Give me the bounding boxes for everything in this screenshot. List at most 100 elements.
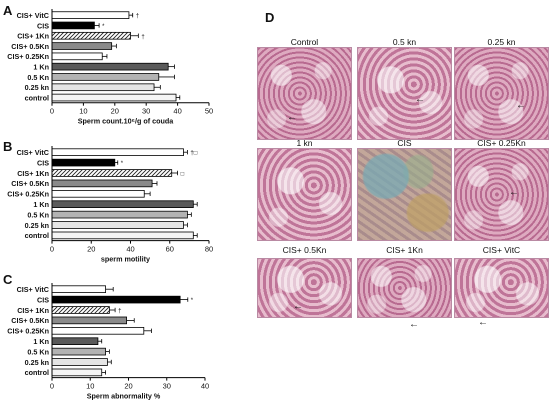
category-label-1-4: CIS+ 0.25Kn <box>7 190 49 199</box>
bar-2-3 <box>51 316 127 325</box>
panel-label-c: C <box>3 272 13 287</box>
bar-1-2 <box>51 169 173 177</box>
arrow-icon: ← <box>478 317 488 328</box>
micrograph-image-9 <box>454 258 549 318</box>
micrograph-title-7: CIS+ 0.5Kn <box>282 245 327 255</box>
bar-2-0 <box>51 285 106 293</box>
bar-2-1 <box>51 295 181 304</box>
category-label-0-2: CIS+ 1Kn <box>17 32 49 41</box>
arrow-icon: ← <box>415 94 425 105</box>
category-label-0-7: 0.25 kn <box>25 83 49 92</box>
category-label-2-2: CIS+ 1Kn <box>17 306 49 315</box>
bar-1-7 <box>51 221 184 229</box>
micrograph-title-3: 0.25 kn <box>487 37 516 47</box>
category-label-1-1: CIS <box>37 158 49 167</box>
category-label-2-1: CIS <box>37 295 49 304</box>
x-tick-label-2-1: 10 <box>86 382 94 391</box>
x-tick-label-1-0: 0 <box>50 245 54 254</box>
category-label-2-0: CIS+ VitC <box>17 285 49 294</box>
x-axis-label-2: Sperm abnormality % <box>87 392 161 401</box>
micrograph-title-2: 0.5 kn <box>392 37 417 47</box>
x-tick-label-0-3: 30 <box>142 107 150 116</box>
bar-2-8 <box>51 368 103 377</box>
bar-0-7 <box>51 83 155 92</box>
bar-0-0 <box>51 11 130 19</box>
panel-label-d: D <box>265 10 275 25</box>
x-axis-label-0: Sperm count.10⁶/g of couda <box>78 117 175 126</box>
bar-0-1 <box>51 21 95 30</box>
micrograph-title-9: CIS+ VitC <box>482 245 521 255</box>
micrograph-image-2 <box>357 47 452 140</box>
bar-0-3 <box>51 42 113 50</box>
x-tick-label-0-4: 40 <box>173 107 181 116</box>
micrograph-image-8 <box>357 258 452 318</box>
category-label-2-3: CIS+ 0.5Kn <box>11 316 49 325</box>
category-label-2-4: CIS+ 0.25Kn <box>7 327 49 336</box>
category-label-0-3: CIS+ 0.5Kn <box>11 42 49 51</box>
micrograph-title-4: 1 kn <box>296 138 313 148</box>
sig-marker-2-1: * <box>191 298 194 304</box>
micrograph-image-4 <box>257 148 352 241</box>
x-tick-label-1-3: 60 <box>166 245 174 254</box>
x-tick-label-0-1: 10 <box>79 107 87 116</box>
category-label-1-0: CIS+ VitC <box>17 148 49 157</box>
category-label-1-5: 1 Kn <box>33 200 49 209</box>
micrograph-image-5 <box>357 148 452 241</box>
sig-marker-0-2: † <box>141 34 144 40</box>
bar-1-0 <box>51 148 184 157</box>
category-label-0-8: control <box>25 93 49 102</box>
sig-marker-1-2: □ <box>181 172 185 178</box>
micrograph-title-5: CIS <box>397 138 412 148</box>
sig-marker-0-1: * <box>102 24 105 30</box>
x-tick-label-2-3: 30 <box>163 382 171 391</box>
x-tick-label-1-2: 40 <box>126 245 134 254</box>
bar-0-8 <box>51 93 177 102</box>
arrow-icon: ← <box>409 319 419 330</box>
bar-1-4 <box>51 189 145 198</box>
category-label-0-4: CIS+ 0.25Kn <box>7 52 49 61</box>
bar-2-5 <box>51 337 99 345</box>
x-axis-label-1: sperm motility <box>101 255 150 264</box>
micrograph-image-1 <box>257 47 352 140</box>
category-label-1-8: control <box>25 231 49 240</box>
micrograph-image-3 <box>454 47 549 140</box>
bar-0-6 <box>51 73 160 81</box>
category-label-2-8: control <box>25 368 49 377</box>
micrograph-title-6: CIS+ 0.25Kn <box>477 138 526 148</box>
x-tick-label-0-5: 50 <box>205 107 213 116</box>
arrow-icon: ← <box>509 187 519 198</box>
category-label-1-7: 0.25 kn <box>25 221 49 230</box>
arrow-icon: ← <box>287 112 297 123</box>
x-tick-label-2-2: 20 <box>124 382 132 391</box>
bar-0-5 <box>51 62 169 71</box>
category-label-1-6: 0.5 Kn <box>27 210 49 219</box>
category-label-0-6: 0.5 Kn <box>27 73 49 82</box>
bar-2-7 <box>51 358 108 366</box>
panel-label-a: A <box>3 3 13 18</box>
sig-marker-2-2: † <box>118 309 121 315</box>
sig-marker-1-0: †□ <box>190 151 197 157</box>
category-label-0-0: CIS+ VitC <box>17 11 49 20</box>
bar-1-6 <box>51 210 188 219</box>
x-tick-label-2-0: 0 <box>50 382 54 391</box>
arrow-icon: ← <box>293 301 303 312</box>
bar-2-2 <box>51 306 110 314</box>
x-tick-label-1-1: 20 <box>87 245 95 254</box>
micrograph-title-1: Control <box>290 37 319 47</box>
bar-1-5 <box>51 200 194 209</box>
category-label-2-7: 0.25 kn <box>25 358 49 367</box>
micrograph-title-8: CIS+ 1Kn <box>386 245 423 255</box>
x-tick-label-0-2: 20 <box>111 107 119 116</box>
bar-2-6 <box>51 347 106 356</box>
category-label-0-1: CIS <box>37 21 49 30</box>
category-label-1-2: CIS+ 1Kn <box>17 169 49 178</box>
bar-0-4 <box>51 52 103 61</box>
category-label-0-5: 1 Kn <box>33 62 49 71</box>
sig-marker-1-1: * <box>121 161 124 167</box>
x-tick-label-1-4: 80 <box>205 245 213 254</box>
bar-1-8 <box>51 231 194 240</box>
category-label-2-5: 1 Kn <box>33 337 49 346</box>
bar-0-2 <box>51 31 131 40</box>
x-tick-label-0-0: 0 <box>50 107 54 116</box>
